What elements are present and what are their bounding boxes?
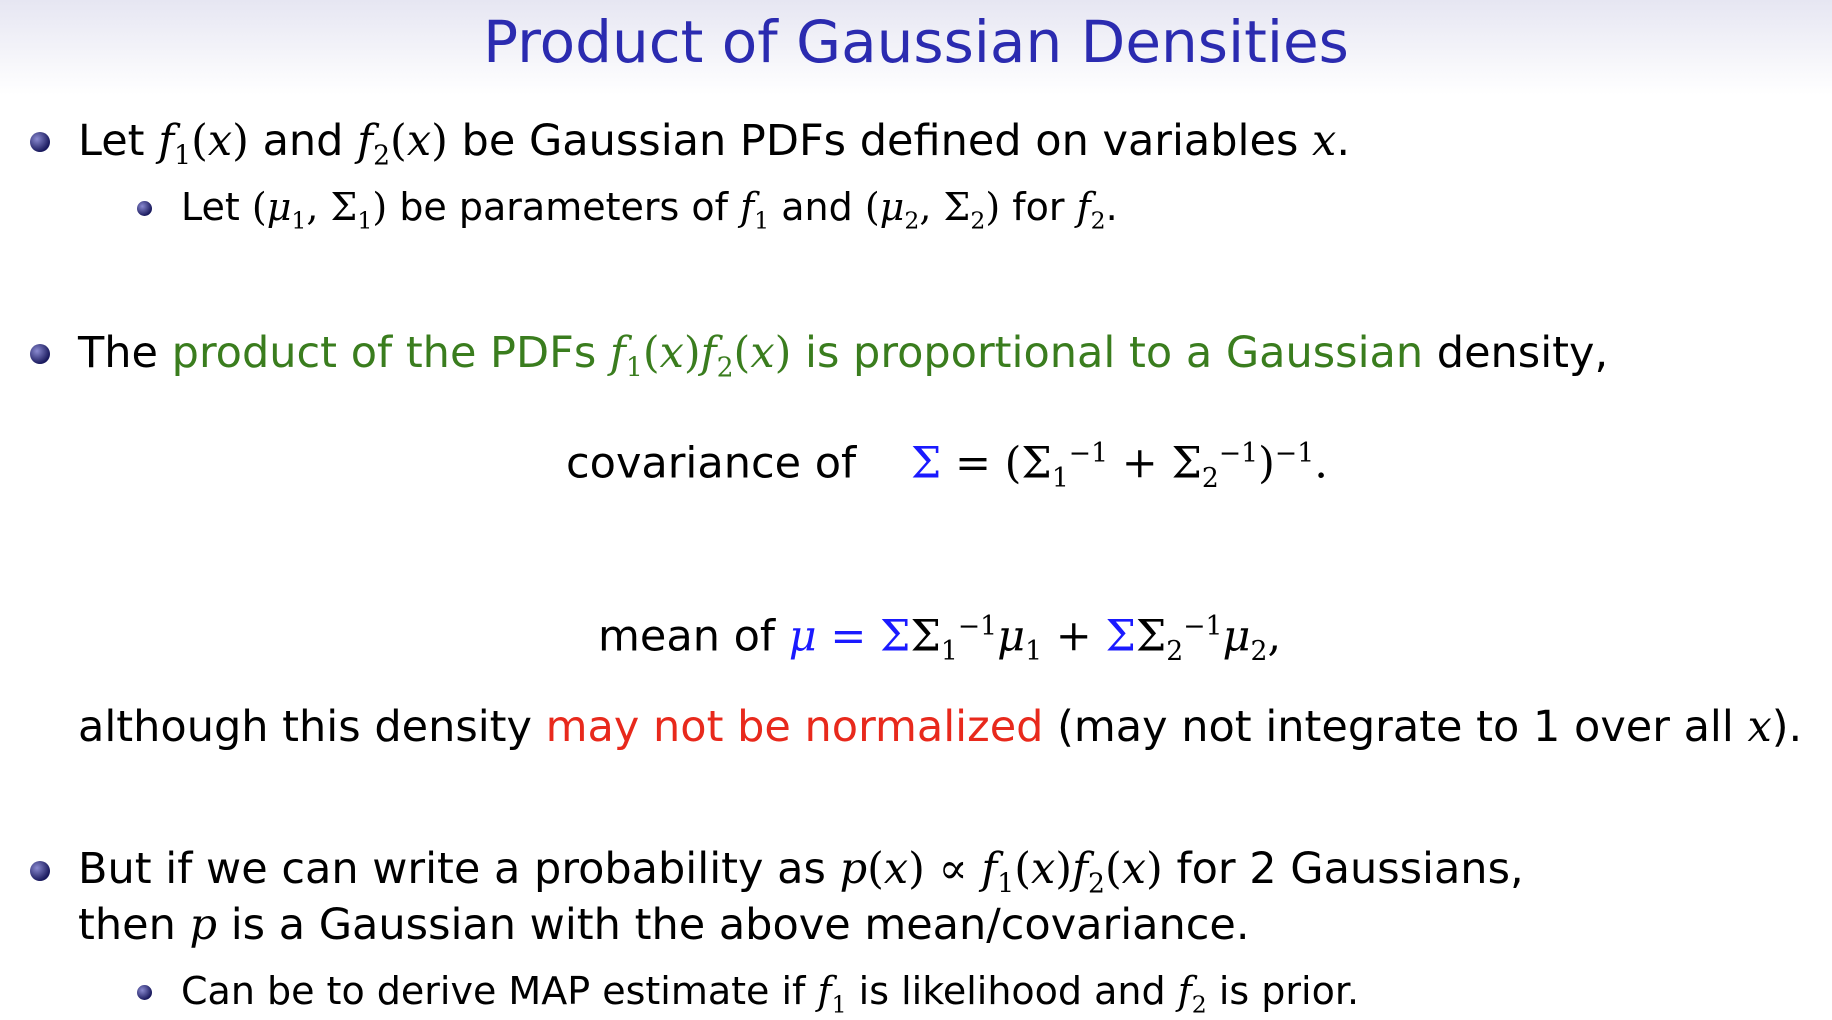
bullet-2: The product of the PDFs f1(x)f2(x) is pr… xyxy=(78,328,1609,384)
normalization-note: although this density may not be normali… xyxy=(78,702,1803,752)
bullet-3: But if we can write a probability as p(x… xyxy=(78,844,1524,900)
bullet-1-sub: Let (μ1, Σ1) be parameters of f1 and (μ2… xyxy=(181,185,1118,235)
bullet-3-sub: Can be to derive MAP estimate if f1 is l… xyxy=(181,969,1360,1019)
bullet-1: Let f1(x) and f2(x) be Gaussian PDFs def… xyxy=(78,116,1350,172)
bullet-icon xyxy=(30,861,50,881)
sub-bullet-icon xyxy=(137,201,152,216)
bullet-3-cont: then p is a Gaussian with the above mean… xyxy=(78,900,1250,950)
title-bar xyxy=(0,0,1832,95)
slide-title: Product of Gaussian Densities xyxy=(483,8,1349,76)
covariance-equation: covariance of Σ = (Σ1−1 + Σ2−1)−1. xyxy=(566,438,1328,494)
mean-equation: mean of μ = ΣΣ1−1μ1 + ΣΣ2−1μ2, xyxy=(598,611,1282,667)
bullet-icon xyxy=(30,344,50,364)
sub-bullet-icon xyxy=(137,985,152,1000)
bullet-icon xyxy=(30,132,50,152)
